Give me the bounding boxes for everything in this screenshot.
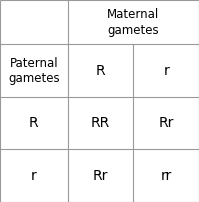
- Bar: [68, 0, 133, 44]
- Bar: [0, 0, 68, 44]
- Bar: [0, 97, 68, 149]
- Text: r: r: [163, 64, 169, 78]
- Text: r: r: [31, 169, 37, 183]
- Bar: [0, 149, 68, 202]
- Bar: [133, 149, 199, 202]
- Text: Rr: Rr: [93, 169, 108, 183]
- Text: rr: rr: [161, 169, 172, 183]
- Bar: [133, 97, 199, 149]
- Bar: [133, 44, 199, 97]
- Bar: [0, 44, 68, 97]
- Bar: [68, 44, 133, 97]
- Bar: [68, 149, 133, 202]
- Text: R: R: [96, 64, 105, 78]
- Text: R: R: [29, 116, 39, 130]
- Bar: [68, 97, 133, 149]
- Text: RR: RR: [91, 116, 110, 130]
- Text: Rr: Rr: [158, 116, 174, 130]
- Text: Paternal
gametes: Paternal gametes: [8, 57, 60, 85]
- Bar: [133, 0, 199, 44]
- Text: Maternal
gametes: Maternal gametes: [107, 8, 159, 37]
